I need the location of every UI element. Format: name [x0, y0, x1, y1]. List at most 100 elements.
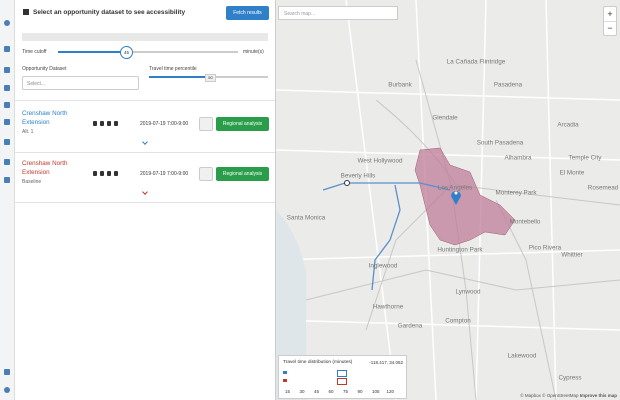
label: Time cutoff	[22, 49, 47, 55]
nav-icon[interactable]	[4, 119, 10, 125]
slider-knob[interactable]: 45	[120, 46, 133, 59]
slider-knob[interactable]: 50	[205, 74, 216, 82]
download-button[interactable]	[199, 167, 213, 181]
nav-icon[interactable]	[4, 102, 10, 108]
label: Travel time percentile	[149, 66, 197, 72]
divider	[15, 202, 275, 203]
map-label: La Cañada Flintridge	[446, 58, 506, 66]
distribution-tick-label: 30	[299, 389, 305, 394]
coordinates: -118.417, 34.062	[369, 360, 403, 365]
mode-icon	[114, 121, 118, 126]
distribution-title: Travel time distribution (minutes)	[283, 360, 353, 365]
map-label: Burbank	[388, 81, 412, 89]
map-label: South Pasadena	[476, 139, 524, 147]
distribution-tick-label: 15	[285, 389, 291, 394]
map-label: Hawthorne	[372, 303, 404, 311]
map-label: Lynwood	[455, 288, 481, 296]
progress-bar	[22, 33, 268, 41]
download-button[interactable]	[199, 117, 213, 131]
nav-icon[interactable]	[4, 369, 10, 375]
regional-analysis-button[interactable]: Regional analysis	[216, 117, 269, 131]
map-label: Pico Rivera	[528, 244, 562, 252]
attribution: © Mapbox © OpenStreetMap Improve this ma…	[520, 393, 617, 398]
header-title: Select an opportunity dataset to see acc…	[33, 9, 186, 16]
regional-analysis-button[interactable]: Regional analysis	[216, 167, 269, 181]
location-marker[interactable]	[451, 191, 461, 205]
distribution-tick-label: 45	[314, 389, 320, 394]
divider	[15, 100, 275, 101]
help-icon[interactable]	[4, 387, 10, 393]
map-label: Beverly Hills	[340, 172, 376, 180]
nav-icon[interactable]	[4, 46, 10, 52]
map-label: Monterey Park	[495, 189, 537, 197]
map-label: Temple City	[568, 154, 602, 162]
map-label: Rosemead	[587, 184, 619, 192]
dataset-select[interactable]: Select...	[22, 76, 139, 90]
mode-icon	[93, 171, 97, 176]
attribution-link[interactable]: © OpenStreetMap	[542, 393, 579, 398]
nav-icon[interactable]	[4, 139, 10, 145]
map-label: Montebello	[509, 218, 541, 226]
zoom-in[interactable]: +	[604, 7, 616, 22]
logo-icon[interactable]	[4, 20, 10, 26]
nav-icon[interactable]	[4, 67, 10, 73]
attribution-link[interactable]: © Mapbox	[520, 393, 541, 398]
isochrone	[414, 147, 516, 246]
fetch-button[interactable]: Fetch results	[226, 6, 269, 20]
divider	[15, 152, 275, 153]
map	[276, 0, 620, 400]
distribution-tick-label: 60	[328, 389, 334, 394]
mode-icon	[107, 121, 111, 126]
project-date: 2019-07-19	[140, 171, 166, 177]
project-date: 2019-07-19	[140, 121, 166, 127]
zoom-control: + −	[603, 6, 617, 36]
map-label: Compton	[445, 317, 471, 325]
label: Opportunity Dataset	[22, 66, 67, 72]
distribution-tick-label: 105	[372, 389, 380, 394]
project-time: 7:00-9:00	[167, 171, 189, 177]
series-swatch	[283, 371, 287, 374]
map-label: Glendale	[432, 114, 458, 122]
mode-icon	[100, 171, 104, 176]
map-label: Arcadia	[557, 121, 579, 129]
map-label: Huntington Park	[437, 246, 483, 254]
project-title[interactable]: Crenshaw North Extension	[22, 110, 68, 126]
map-label: Lakewood	[507, 352, 537, 360]
map-label: Pasadena	[493, 81, 523, 89]
slider-track	[58, 51, 238, 53]
project-variant: Baseline	[22, 179, 42, 185]
project-time: 7:00-9:00	[167, 121, 189, 127]
map-label: Cypress	[558, 374, 582, 382]
nav-icon[interactable]	[4, 159, 10, 165]
map-label: El Monte	[559, 169, 585, 177]
box-glyph	[337, 370, 347, 377]
nav-icon[interactable]	[4, 85, 10, 91]
box-glyph	[337, 378, 347, 385]
project-title[interactable]: Crenshaw North Extension	[22, 160, 68, 176]
zoom-out[interactable]: −	[607, 23, 613, 33]
transit-line	[322, 182, 451, 291]
map-label: Los Angeles	[437, 184, 473, 192]
stop-marker	[344, 180, 350, 186]
map-label: Alhambra	[504, 154, 532, 162]
map-label: Gardena	[397, 322, 423, 330]
map-search[interactable]: Search map...	[278, 6, 398, 20]
distribution-box: Travel time distribution (minutes) -118.…	[278, 355, 407, 399]
analysis-panel	[15, 0, 276, 400]
distribution-tick-label: 120	[386, 389, 395, 394]
sidebar	[0, 0, 15, 400]
map-label: Santa Monica	[286, 214, 326, 222]
distribution-tick-label: 90	[357, 389, 363, 394]
nav-icon[interactable]	[4, 177, 10, 183]
chart-icon	[23, 9, 29, 15]
mode-icon	[100, 121, 104, 126]
map-label: West Hollywood	[357, 157, 403, 165]
mode-icon	[93, 121, 97, 126]
mode-icon	[107, 171, 111, 176]
map-label: Whittier	[561, 251, 583, 259]
project-variant: Alt. 1	[22, 129, 34, 135]
attribution-link[interactable]: Improve this map	[579, 393, 617, 398]
map-label: Inglewood	[368, 262, 398, 270]
series-swatch	[283, 379, 287, 382]
